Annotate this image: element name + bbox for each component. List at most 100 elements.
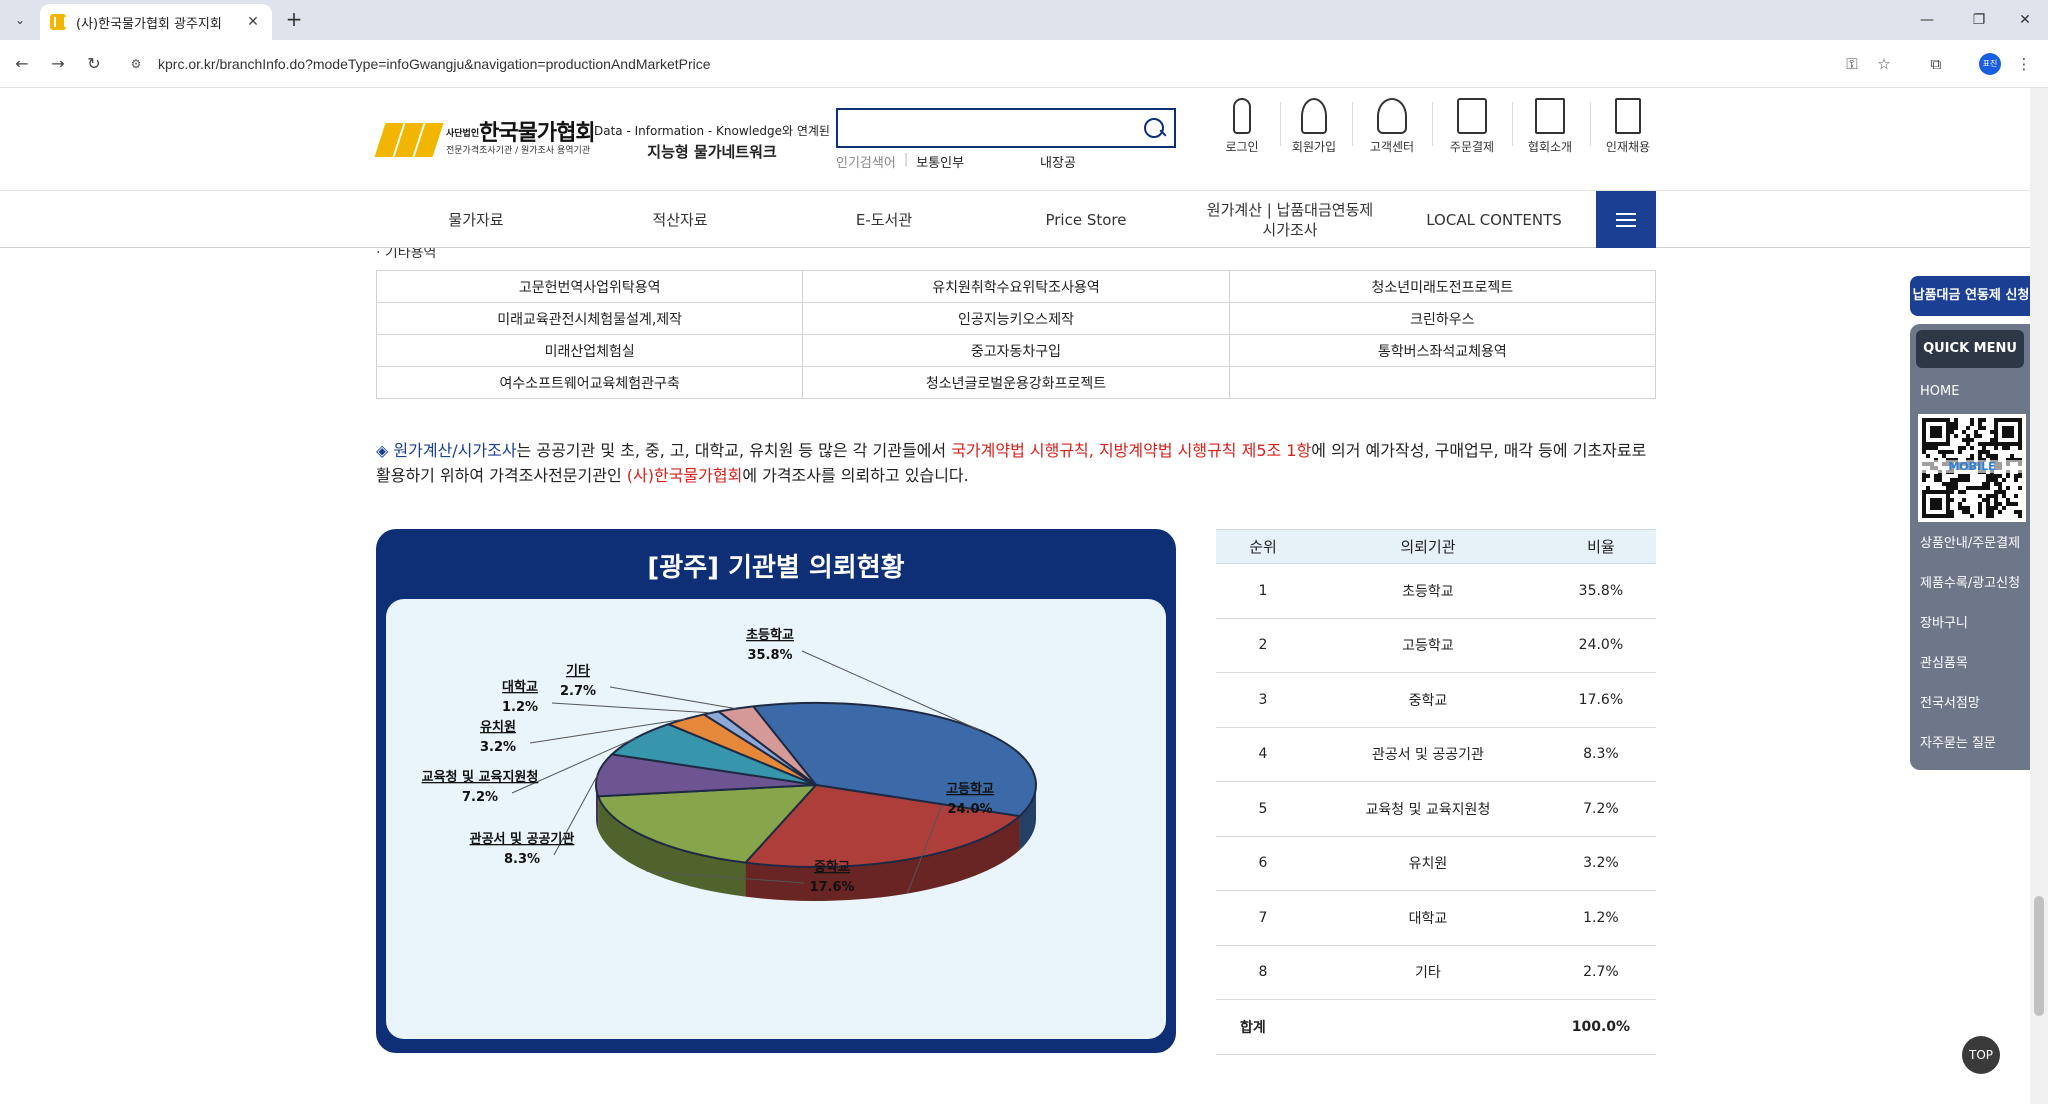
browser-tab[interactable]: (사)한국물가협회 광주지회 ✕ [40,4,272,40]
restore-icon[interactable]: ❐ [1972,12,1986,28]
qr-module [1942,490,1946,494]
pie-leader-line [551,702,712,714]
section-title: · 기타용역 [376,248,437,261]
ratio-cell: 2.7% [1545,945,1656,1000]
table-row: 고문헌번역사업위탁용역 유치원취학수요위탁조사용역 청소년미래도전프로젝트 [375,270,1657,303]
table-cell: 청소년미래도전프로젝트 [1228,270,1657,303]
qr-module [1962,438,1966,442]
forward-icon[interactable]: → [51,54,65,73]
quick-item[interactable]: 전국서점망 [1920,696,1980,711]
scrollbar-thumb[interactable] [2034,896,2044,1016]
back-icon[interactable]: ← [15,54,29,73]
top-menu-order[interactable]: 주문결제 [1440,98,1504,155]
ratio-cell: 35.8% [1545,563,1656,619]
qr-module [1994,446,1998,450]
quick-item[interactable]: 자주묻는 질문 [1920,736,1996,751]
qr-module [1994,502,1998,506]
browser-menu-icon[interactable]: ⋮ [2016,55,2032,73]
qr-module [1934,478,1938,482]
qr-module [1962,506,1966,510]
hamburger-menu-icon[interactable] [1596,191,1656,249]
quick-item[interactable]: 관심품목 [1920,656,1968,671]
qr-module [1962,510,1966,514]
qr-module [2014,502,2018,506]
ratio-cell: 7.2% [1545,781,1656,837]
qr-module [1970,438,1974,442]
quick-home-link[interactable]: HOME [1920,384,1960,399]
bookmark-star-icon[interactable]: ☆ [1877,55,1891,73]
qr-module [2018,422,2022,426]
qr-module [1998,490,2002,494]
scroll-top-button[interactable]: TOP [1962,1036,2000,1074]
qr-module [1946,450,1950,454]
law-national: 국가계약법 시행규칙 [951,441,1089,460]
reload-icon[interactable]: ↻ [87,54,101,73]
qr-module [1994,418,1998,422]
qr-module [1962,446,1966,450]
quick-item[interactable]: 상품안내/주문결제 [1920,536,2021,551]
pie-label-group: 유치원 3.2% [480,718,686,755]
qr-module [1958,446,1962,450]
quick-item[interactable]: 장바구니 [1920,616,1968,631]
gnb-item-e-library[interactable]: E-도서관 [855,211,913,229]
qr-module [1986,506,1990,510]
window-close-icon[interactable]: ✕ [2019,12,2031,28]
qr-module [2002,434,2006,438]
site-logo[interactable]: 사단법인한국물가협회 전문가격조사기관 / 원가조사 용역기관 [374,122,596,157]
qr-module [1994,478,1998,482]
site-info-icon[interactable]: ⚙ [130,57,142,71]
apply-link-button[interactable]: 납품대금 연동제 신청 [1910,276,2032,316]
minimize-icon[interactable]: — [1920,12,1934,28]
qr-module [1922,422,1926,426]
gnb-item-cost-calculation[interactable]: 원가계산 | 납품대금연동제 시가조사 [1206,201,1374,239]
page-scrollbar[interactable] [2030,88,2048,1104]
extensions-icon[interactable]: ⧉ [1930,55,1942,73]
qr-module [1990,430,1994,434]
tab-search-button[interactable]: ⌄ [14,13,26,27]
password-key-icon[interactable]: ⚿ [1846,55,1858,73]
qr-module [2002,442,2006,446]
new-tab-icon[interactable]: + [285,7,303,31]
service-table: 고문헌번역사업위탁용역 유치원취학수요위탁조사용역 청소년미래도전프로젝트 미래교육관… [375,270,1657,399]
tab-close-icon[interactable]: ✕ [247,14,259,30]
qr-module [2014,494,2018,498]
qr-module [1930,442,1934,446]
pie-leader-line [801,650,980,731]
address-bar[interactable]: ⚙ kprc.or.kr/branchInfo.do?modeType=info… [120,47,1890,81]
qr-module [1926,446,1930,450]
search-icon[interactable] [1144,118,1166,140]
top-menu-support[interactable]: 고객센터 [1360,98,1424,155]
top-menu-recruit[interactable]: 인재채용 [1596,98,1660,155]
gnb-item-price-store[interactable]: Price Store [1045,211,1127,229]
popular-keywords: 인기검색어 | 보통인부 내장공 [836,152,1076,171]
qr-module [1922,434,1926,438]
top-menu-join[interactable]: 회원가입 [1282,98,1346,155]
gnb-item-local-contents[interactable]: LOCAL CONTENTS [1426,211,1562,229]
qr-module [1990,514,1994,518]
search-input[interactable] [836,108,1176,148]
table-cell: 여수소프트웨어교육체험관구축 [375,366,804,399]
qr-module [2018,474,2022,478]
profile-avatar[interactable]: 표진 [1979,53,2001,75]
slogan: Data - Information - Knowledge와 연계된 지능형 … [594,122,830,162]
quick-item[interactable]: 제품수록/광고신청 [1920,576,2021,591]
qr-module [1930,426,1934,430]
table-cell: 중고자동차구입 [802,334,1230,367]
pie-leader-line [906,804,943,894]
pie-label-group: 고등학교 24.0% [906,781,994,894]
qr-module [1954,482,1958,486]
popular-keyword[interactable]: 보통인부 [916,156,965,171]
gnb-item-estimate-data[interactable]: 적산자료 [652,211,708,229]
qr-module [1966,506,1970,510]
qr-module [2018,426,2022,430]
popular-keyword[interactable]: 내장공 [1040,156,1076,171]
qr-module [2006,498,2010,502]
top-menu-about[interactable]: 협회소개 [1518,98,1582,155]
qr-module [2018,514,2022,518]
qr-module [1982,442,1986,446]
qr-module [1978,442,1982,446]
gnb-item-price-data[interactable]: 물가자료 [448,211,504,229]
pie-slice-label: 교육청 및 교육지원청 [422,769,539,785]
top-menu-login[interactable]: 로그인 [1210,98,1274,155]
qr-module [1998,482,2002,486]
